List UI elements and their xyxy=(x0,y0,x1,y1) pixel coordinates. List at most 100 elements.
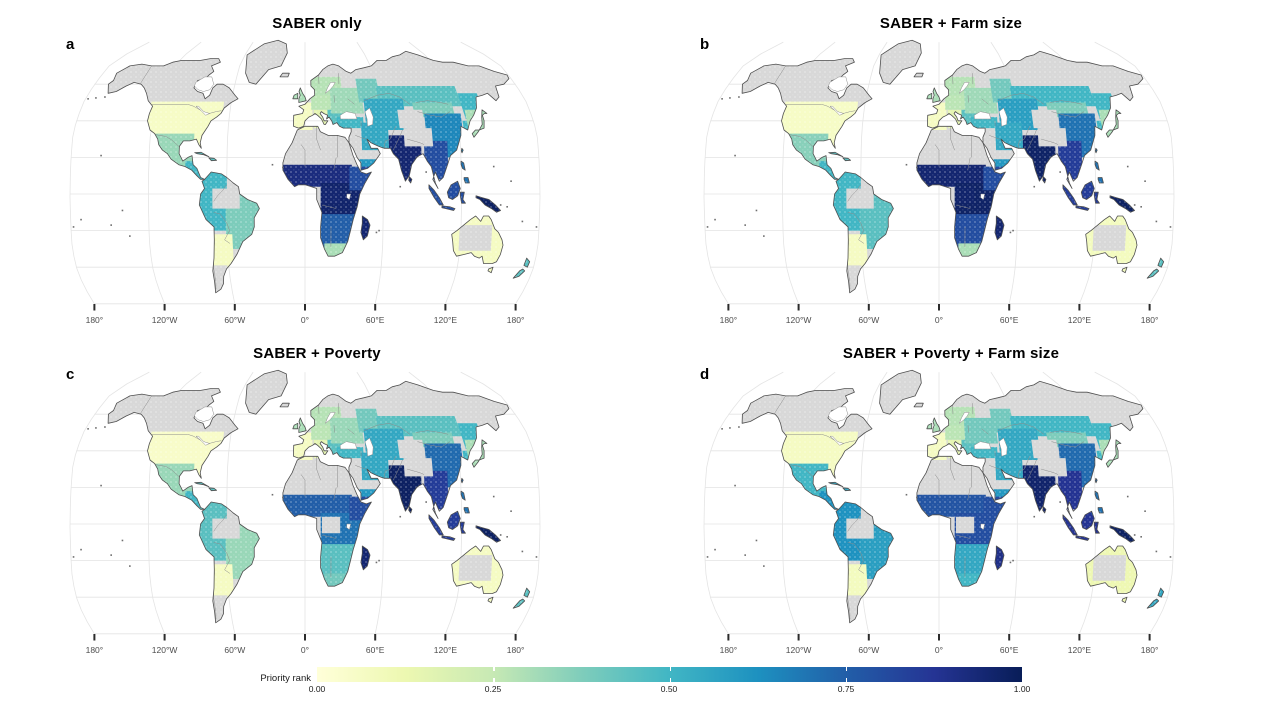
panel-c: SABER + Poverty c 180° 120°W 60°W 0° 60°E 120… xyxy=(0,336,634,670)
axis-tick-label: 60°E xyxy=(1000,315,1019,325)
axis-tick xyxy=(867,304,870,311)
panel-d: SABER + Poverty + Farm size d 180° 120°W 6… xyxy=(634,336,1268,670)
panel-title: SABER + Poverty xyxy=(253,345,381,362)
axis-tick xyxy=(727,304,730,311)
coastlines xyxy=(107,39,531,294)
panel-title: SABER + Poverty + Farm size xyxy=(842,345,1060,362)
colorbar-gradient xyxy=(317,667,1022,682)
axis-tick-label: 60°W xyxy=(224,645,245,655)
x-axis: 180° 120°W 60°W 0° 60°E 120°E 180° xyxy=(720,634,1159,655)
colorbar-tick xyxy=(669,667,671,682)
country-borders xyxy=(139,65,451,290)
lakes xyxy=(194,76,374,200)
axis-tick xyxy=(444,304,447,311)
axis-tick xyxy=(727,634,730,641)
colorbar-tick-label: 0.25 xyxy=(484,684,502,694)
axis-tick-label: 180° xyxy=(720,315,738,325)
axis-tick-label: 0° xyxy=(935,315,943,325)
panel-title: SABER only xyxy=(272,15,362,32)
axis-tick xyxy=(514,634,517,641)
panel-letter: a xyxy=(66,36,75,53)
lakes xyxy=(828,406,1008,530)
island-specks xyxy=(72,96,538,237)
axis-tick xyxy=(374,304,377,311)
axis-tick-label: 0° xyxy=(301,315,309,325)
axis-tick xyxy=(797,304,800,311)
axis-tick xyxy=(1148,304,1151,311)
coastlines xyxy=(741,369,1165,624)
axis-tick-label: 60°E xyxy=(1000,645,1019,655)
axis-tick-label: 180° xyxy=(86,315,104,325)
axis-tick-label: 60°E xyxy=(366,315,385,325)
axis-tick xyxy=(514,304,517,311)
island-specks xyxy=(706,426,1172,567)
panel-letter: c xyxy=(66,366,75,383)
axis-tick-label: 120°E xyxy=(434,645,458,655)
axis-tick xyxy=(93,634,96,641)
axis-tick-label: 120°E xyxy=(1068,645,1092,655)
axis-tick-label: 120°W xyxy=(786,645,812,655)
axis-tick-label: 120°W xyxy=(152,315,178,325)
x-axis: 180° 120°W 60°W 0° 60°E 120°E 180° xyxy=(86,304,525,325)
axis-tick xyxy=(1078,634,1081,641)
lakes xyxy=(828,76,1008,200)
axis-tick-label: 120°W xyxy=(152,645,178,655)
axis-tick-label: 120°E xyxy=(1068,315,1092,325)
world-map-c: 180° 120°W 60°W 0° 60°E 120°E 180° xyxy=(69,369,541,655)
axis-tick-label: 180° xyxy=(1141,645,1159,655)
axis-tick xyxy=(1008,634,1011,641)
colorbar-title: Priority rank xyxy=(260,673,311,684)
axis-tick xyxy=(93,304,96,311)
axis-tick xyxy=(1078,304,1081,311)
island-specks xyxy=(72,426,538,567)
panel-letter: b xyxy=(700,36,710,53)
colorbar-tick-label: 0.50 xyxy=(660,684,678,694)
axis-tick-label: 60°W xyxy=(858,315,879,325)
x-axis: 180° 120°W 60°W 0° 60°E 120°E 180° xyxy=(720,304,1159,325)
axis-tick-label: 0° xyxy=(301,645,309,655)
island-specks xyxy=(706,96,1172,237)
panel-title: SABER + Farm size xyxy=(879,15,1023,32)
axis-tick xyxy=(1148,634,1151,641)
axis-tick-label: 120°E xyxy=(434,315,458,325)
colorbar-labels: 0.00 0.25 0.50 0.75 1.00 xyxy=(0,684,1268,696)
panel-a: SABER only a 180° 120°W 60°W 0° 60°E 120°E 180… xyxy=(0,6,634,340)
axis-tick-label: 120°W xyxy=(786,315,812,325)
axis-tick xyxy=(867,634,870,641)
axis-tick-label: 180° xyxy=(507,315,525,325)
axis-tick xyxy=(938,634,940,641)
axis-tick-label: 180° xyxy=(1141,315,1159,325)
colorbar-tick-label: 1.00 xyxy=(1013,684,1031,694)
axis-tick-label: 60°E xyxy=(366,645,385,655)
axis-tick-label: 180° xyxy=(86,645,104,655)
axis-tick xyxy=(1008,304,1011,311)
panel-letter: d xyxy=(700,366,710,383)
lakes xyxy=(194,406,374,530)
world-map-d: 180° 120°W 60°W 0° 60°E 120°E 180° xyxy=(703,369,1175,655)
axis-tick-label: 0° xyxy=(935,645,943,655)
world-map-a: 180° 120°W 60°W 0° 60°E 120°E 180° xyxy=(69,39,541,325)
axis-tick xyxy=(304,304,306,311)
colorbar-tick xyxy=(493,667,495,682)
colorbar-tick xyxy=(845,667,848,682)
x-axis: 180° 120°W 60°W 0° 60°E 120°E 180° xyxy=(86,634,525,655)
axis-tick xyxy=(163,304,166,311)
coastlines xyxy=(741,39,1165,294)
axis-tick xyxy=(444,634,447,641)
world-map-b: 180° 120°W 60°W 0° 60°E 120°E 180° xyxy=(703,39,1175,325)
axis-tick-label: 60°W xyxy=(224,315,245,325)
axis-tick-label: 180° xyxy=(720,645,738,655)
axis-tick xyxy=(163,634,166,641)
axis-tick xyxy=(374,634,377,641)
axis-tick-label: 180° xyxy=(507,645,525,655)
axis-tick xyxy=(797,634,800,641)
panel-b: SABER + Farm size b 180° 120°W 60°W 0° 60°E 1… xyxy=(634,6,1268,340)
colorbar-legend: Priority rank 0.00 0.25 0.50 0.75 1.00 xyxy=(0,660,1268,711)
axis-tick xyxy=(233,304,236,311)
coastlines xyxy=(107,369,531,624)
axis-tick xyxy=(938,304,940,311)
axis-tick-label: 60°W xyxy=(858,645,879,655)
axis-tick xyxy=(304,634,306,641)
colorbar-tick-label: 0.00 xyxy=(308,684,326,694)
colorbar-tick-label: 0.75 xyxy=(837,684,855,694)
